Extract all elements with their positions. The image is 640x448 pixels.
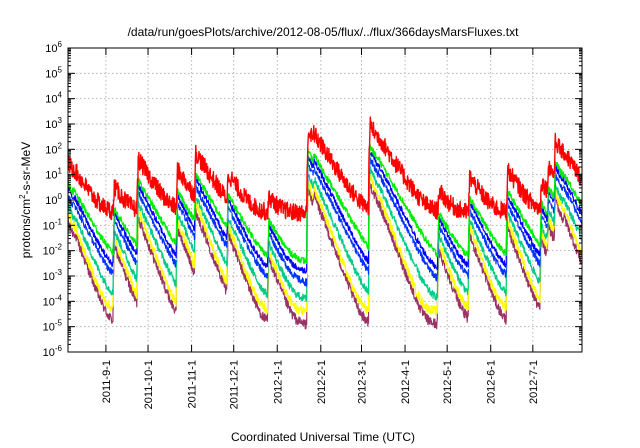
axis-ticks — [68, 47, 582, 353]
y-tick-label: 10-2 — [43, 243, 63, 258]
series-line-2 — [67, 164, 583, 302]
y-tick-label: 100 — [45, 192, 62, 207]
y-tick-base: 10 — [45, 144, 57, 156]
y-tick-exponent: 4 — [58, 91, 63, 100]
y-tick-base: 10 — [43, 296, 55, 308]
y-tick-label: 101 — [45, 167, 62, 182]
y-tick-label: 104 — [45, 91, 62, 106]
y-tick-exponent: -3 — [55, 268, 63, 277]
y-tick-base: 10 — [45, 119, 57, 131]
y-tick-label: 10-4 — [43, 293, 63, 308]
y-tick-exponent: 5 — [58, 65, 63, 74]
y-tick-label: 10-5 — [43, 319, 63, 334]
y-tick-base: 10 — [45, 43, 57, 55]
series-line-1 — [67, 171, 583, 316]
y-tick-base: 10 — [45, 68, 57, 80]
series-line-6 — [67, 143, 583, 265]
y-tick-exponent: -4 — [55, 293, 63, 302]
y-tick-base: 10 — [43, 271, 55, 283]
y-axis-title-base: protons/cm — [19, 199, 33, 258]
y-tick-base: 10 — [43, 322, 55, 334]
y-tick-exponent: 0 — [58, 192, 63, 201]
y-tick-label: 10-1 — [43, 217, 63, 232]
y-tick-label: 106 — [45, 40, 62, 55]
y-tick-label: 10-3 — [43, 268, 63, 283]
series-line-7 — [67, 116, 583, 222]
y-tick-exponent: -5 — [55, 319, 63, 328]
x-tick-label: 2011-11-1 — [187, 360, 199, 409]
x-tick-label: 2011-10-1 — [143, 360, 155, 409]
x-axis-title: Coordinated Universal Time (UTC) — [231, 430, 415, 444]
x-tick-label: 2011-9-1 — [101, 360, 113, 403]
y-tick-base: 10 — [43, 246, 55, 258]
x-tick-label: 2012-1-1 — [272, 360, 284, 404]
y-tick-exponent: 3 — [58, 116, 63, 125]
y-tick-labels: 10-610-510-410-310-210-11001011021031041… — [43, 40, 63, 359]
y-tick-exponent: -6 — [55, 344, 63, 353]
x-tick-label: 2012-2-1 — [316, 360, 328, 404]
y-tick-label: 105 — [45, 65, 62, 80]
y-tick-exponent: -2 — [55, 243, 63, 252]
chart-title: /data/run/goesPlots/archive/2012-08-05/f… — [128, 25, 520, 39]
y-tick-exponent: 6 — [58, 40, 63, 49]
x-tick-label: 2012-3-1 — [357, 360, 369, 404]
y-tick-exponent: 1 — [58, 167, 63, 176]
y-tick-exponent: 2 — [58, 141, 63, 150]
y-tick-base: 10 — [43, 220, 55, 232]
y-tick-label: 103 — [45, 116, 62, 131]
y-axis-title-sup: 2 — [18, 194, 27, 199]
y-axis-title: protons/cm2-s-sr-MeV — [18, 142, 33, 258]
x-tick-label: 2012-4-1 — [400, 360, 412, 404]
x-tick-label: 2012-7-1 — [528, 360, 540, 404]
y-tick-base: 10 — [43, 347, 55, 359]
y-tick-base: 10 — [45, 94, 57, 106]
series-layer — [67, 116, 583, 330]
series-line-5 — [67, 152, 583, 274]
y-tick-label: 102 — [45, 141, 62, 156]
y-tick-label: 10-6 — [43, 344, 63, 359]
y-tick-base: 10 — [45, 195, 57, 207]
y-axis-title-rest: -s-sr-MeV — [19, 142, 33, 195]
y-tick-base: 10 — [45, 170, 57, 182]
x-tick-labels: 2011-9-1 2011-10-1 2011-11-1 2011-12-1 2012-… — [101, 360, 540, 409]
y-tick-exponent: -1 — [55, 217, 63, 226]
x-tick-label: 2012-5-1 — [442, 360, 454, 404]
x-tick-label: 2011-12-1 — [229, 360, 241, 409]
x-tick-label: 2012-6-1 — [486, 360, 498, 404]
